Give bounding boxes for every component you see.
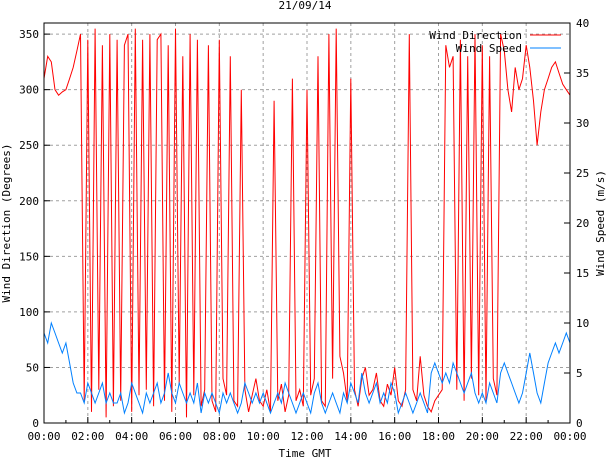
- y2-tick-label: 30: [576, 117, 589, 130]
- series-line-wind-speed: [43, 321, 571, 415]
- y-tick-label: 0: [32, 417, 39, 430]
- y2-axis-label: Wind Speed (m/s): [594, 170, 607, 276]
- y2-tick-label: 0: [576, 417, 583, 430]
- x-tick-label: 18:00: [422, 430, 455, 443]
- y2-tick-label: 25: [576, 167, 589, 180]
- legend-label: Wind Speed: [456, 42, 522, 55]
- y-tick-label: 150: [19, 250, 39, 263]
- y-axis-label: Wind Direction (Degrees): [0, 144, 13, 303]
- series-line-wind-direction: [43, 28, 571, 418]
- x-tick-label: 20:00: [466, 430, 499, 443]
- x-tick-label: 22:00: [510, 430, 543, 443]
- y-tick-label: 300: [19, 84, 39, 97]
- x-tick-label: 02:00: [71, 430, 104, 443]
- x-tick-label: 16:00: [378, 430, 411, 443]
- chart-title: 21/09/14: [279, 0, 332, 12]
- y2-tick-label: 40: [576, 17, 589, 30]
- y2-tick-label: 20: [576, 217, 589, 230]
- x-tick-label: 00:00: [553, 430, 586, 443]
- y-tick-label: 100: [19, 306, 39, 319]
- x-tick-label: 00:00: [27, 430, 60, 443]
- x-tick-label: 10:00: [247, 430, 280, 443]
- y2-tick-label: 10: [576, 317, 589, 330]
- legend-label: Wind Direction: [429, 29, 522, 42]
- plot-frame: [43, 22, 571, 424]
- x-axis-label: Time GMT: [279, 447, 332, 459]
- y-tick-label: 200: [19, 195, 39, 208]
- x-tick-label: 12:00: [290, 430, 323, 443]
- x-tick-label: 04:00: [115, 430, 148, 443]
- y-tick-label: 250: [19, 139, 39, 152]
- y2-tick-label: 15: [576, 267, 589, 280]
- y2-tick-label: 5: [576, 367, 583, 380]
- y2-tick-label: 35: [576, 67, 589, 80]
- x-tick-label: 06:00: [159, 430, 192, 443]
- y-tick-label: 50: [26, 361, 39, 374]
- x-tick-label: 14:00: [334, 430, 367, 443]
- y-tick-label: 350: [19, 28, 39, 41]
- x-tick-label: 08:00: [203, 430, 236, 443]
